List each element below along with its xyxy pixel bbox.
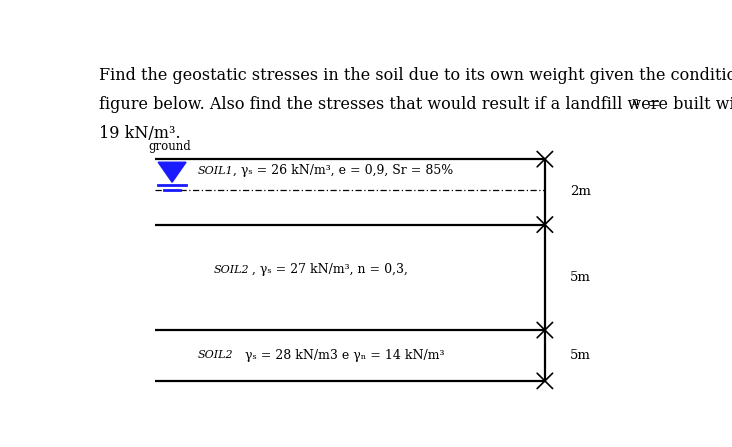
- Text: 19 kN/m³.: 19 kN/m³.: [100, 125, 181, 142]
- Text: , γₛ = 26 kN/m³, e = 0,9, Sr = 85%: , γₛ = 26 kN/m³, e = 0,9, Sr = 85%: [228, 164, 453, 177]
- Text: 2m: 2m: [569, 186, 591, 198]
- Text: SOIL2: SOIL2: [213, 265, 249, 274]
- Text: ground: ground: [149, 140, 192, 153]
- Text: n: n: [632, 97, 639, 107]
- Text: 5m: 5m: [569, 349, 591, 362]
- Text: =: =: [642, 96, 660, 113]
- Text: γₛ = 28 kN/m3 e γₙ = 14 kN/m³: γₛ = 28 kN/m3 e γₙ = 14 kN/m³: [233, 349, 444, 362]
- Text: Find the geostatic stresses in the soil due to its own weight given the conditio: Find the geostatic stresses in the soil …: [100, 67, 732, 84]
- Polygon shape: [158, 162, 186, 182]
- Text: SOIL1: SOIL1: [198, 166, 234, 176]
- Text: 5m: 5m: [569, 271, 591, 284]
- Text: , γₛ = 27 kN/m³, n = 0,3,: , γₛ = 27 kN/m³, n = 0,3,: [248, 263, 408, 276]
- Text: figure below. Also find the stresses that would result if a landfill were built : figure below. Also find the stresses tha…: [100, 96, 732, 113]
- Text: SOIL2: SOIL2: [198, 350, 234, 360]
